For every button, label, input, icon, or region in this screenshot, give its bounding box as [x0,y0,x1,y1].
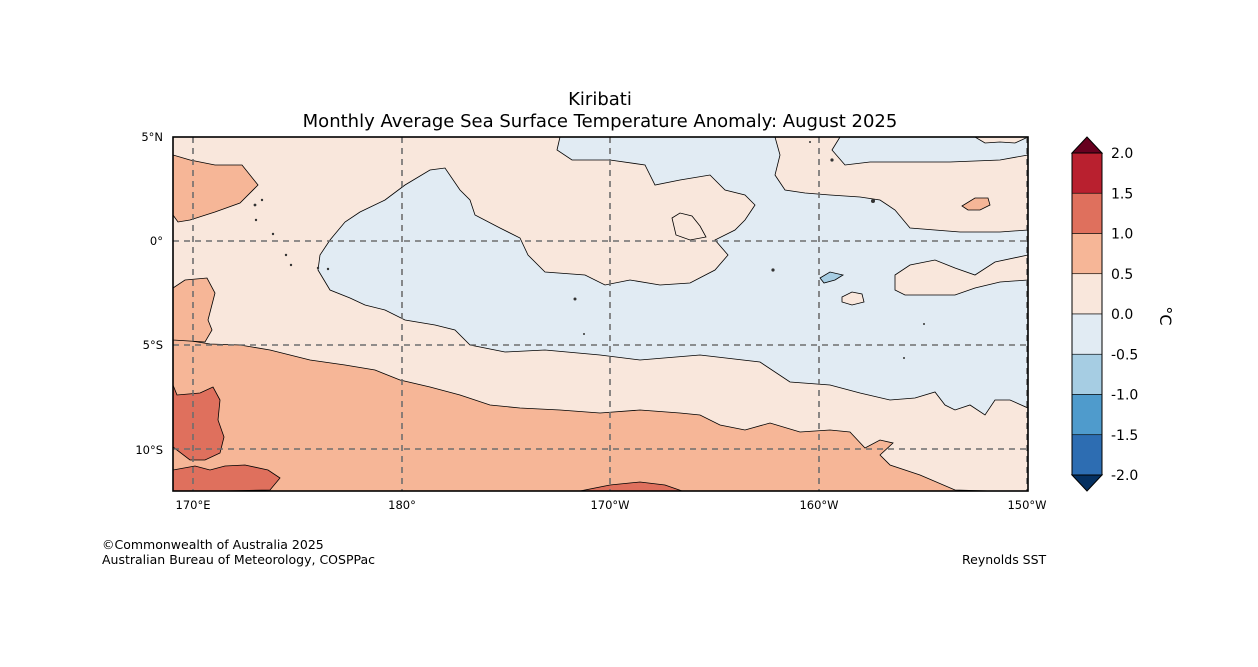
lat-label: 0° [150,234,163,248]
lat-label: 5°S [143,338,163,352]
field-neg-patch [819,271,845,284]
field-0.5-1.0-nw [173,154,259,223]
colorbar-bin [1071,434,1103,476]
lat-label: 5°N [141,130,163,144]
field-1.0-1.5-south-mid [577,481,684,491]
copyright-notice: ©Commonwealth of Australia 2025 Australi… [102,537,375,567]
colorbar-bin [1071,273,1103,315]
colorbar-tick-label: 2.0 [1111,146,1133,162]
island-marker [923,323,925,325]
island-marker [583,333,585,335]
lat-label: 10°S [135,443,163,457]
lon-label: 160°W [799,498,838,512]
island-marker [289,263,293,267]
field-warm-patch-1 [671,212,707,241]
field-1.0-1.5-sw [173,384,225,461]
lon-label: 150°W [1007,498,1046,512]
island-marker [284,253,288,257]
island-marker [871,199,875,203]
colorbar-tick-label: 1.0 [1111,227,1133,243]
agency-line: Australian Bureau of Meteorology, COSPPa… [102,552,375,567]
colorbar-tick-label: -1.0 [1111,388,1138,404]
lon-label: 170°E [176,498,211,512]
field-0.5-top-corner [974,137,1028,144]
colorbar-tick-label: -2.0 [1111,468,1138,484]
islands [253,141,925,359]
island-marker [316,266,320,270]
colorbar-unit: °C [1156,306,1175,325]
map-title: Kiribati [568,89,632,110]
map-subtitle: Monthly Average Sea Surface Temperature … [303,111,898,132]
colorbar-tick-label: 0.0 [1111,307,1133,323]
colorbar-bin [1071,152,1103,194]
island-marker [271,232,275,236]
colorbar-tick-label: -1.5 [1111,428,1138,444]
colorbar-frame [1071,152,1103,476]
colorbar-tick-label: 0.5 [1111,267,1133,283]
colorbar-bin [1071,353,1103,395]
colorbar-bin [1071,394,1103,436]
island-marker [260,198,264,202]
colorbar-tick-label: 1.5 [1111,186,1133,202]
colorbar: 2.0 1.5 1.0 0.5 0.0 -0.5 -1.0 -1.5 -2.0 °C [1070,136,1175,492]
anomaly-field [173,137,1028,491]
colorbar-bin [1071,192,1103,234]
field-0.5-1.0-south [173,337,1007,491]
colorbar-under-arrow [1070,474,1104,492]
island-marker [326,267,330,271]
colorbar-bin [1071,313,1103,355]
island-marker [254,218,258,222]
graticule [173,137,1028,491]
island-marker [809,141,811,143]
data-source: Reynolds SST [962,552,1047,567]
colorbar-over-arrow [1070,136,1104,154]
field-1.0-1.5-south [173,464,281,491]
colorbar-bin [1071,233,1103,275]
island-marker [771,268,775,272]
island-marker [253,203,257,207]
colorbar-tick-label: -0.5 [1111,347,1138,363]
island-marker [903,357,905,359]
field-0.5-1.0-east [961,197,991,211]
island-marker [830,158,834,162]
island-marker [573,297,577,301]
field-warm-patch-2 [841,291,865,306]
map-frame [172,136,1029,492]
copyright-line: ©Commonwealth of Australia 2025 [102,537,324,552]
lon-label: 180° [388,498,416,512]
field-neg-top-right [831,137,1028,166]
field-0.5-1.0-west [173,277,216,343]
lon-label: 170°W [590,498,629,512]
